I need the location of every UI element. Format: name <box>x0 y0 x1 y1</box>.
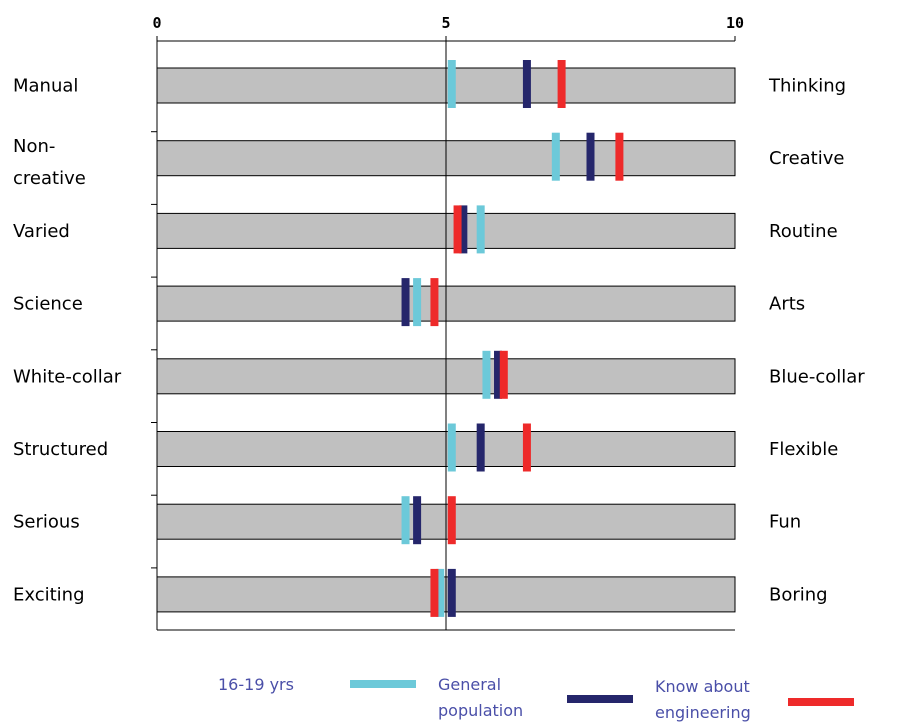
x-tick-label-1: 5 <box>441 14 450 32</box>
row-label-right-4: Blue-collar <box>769 366 865 387</box>
row-label-right-7: Boring <box>769 584 828 605</box>
marker-s2-r0 <box>557 60 566 108</box>
marker-s1-r4 <box>494 350 503 399</box>
marker-s0-r6 <box>401 496 410 545</box>
row-label-left-1: Non-creative <box>13 136 86 189</box>
x-tick-label-2: 10 <box>726 14 744 32</box>
marker-s1-r6 <box>413 496 422 545</box>
legend-swatch-0 <box>350 680 416 688</box>
marker-s2-r2 <box>453 205 462 254</box>
marker-s0-r0 <box>447 60 456 108</box>
marker-s1-r5 <box>476 423 485 472</box>
row-label-left-5: Structured <box>13 439 108 460</box>
row-label-left-7: Exciting <box>13 584 85 605</box>
legend: 16-19 yrs General population Know about engi… <box>218 675 854 722</box>
marker-s2-r3 <box>430 278 439 327</box>
row-label-right-1: Creative <box>769 148 844 169</box>
axis-layer: 0 5 10 <box>151 14 744 631</box>
legend-label-2: Know about engineering <box>655 677 751 722</box>
marker-s2-r5 <box>522 423 531 472</box>
marker-s0-r2 <box>476 205 485 254</box>
row-label-right-2: Routine <box>769 221 838 242</box>
marker-s1-r0 <box>522 60 531 108</box>
marker-s2-r7 <box>430 568 439 617</box>
row-label-right-0: Thinking <box>768 76 846 97</box>
legend-label-1: General population <box>438 675 523 720</box>
legend-label-0: 16-19 yrs <box>218 675 294 694</box>
marker-s1-r7 <box>447 568 456 617</box>
marker-s1-r3 <box>401 278 410 327</box>
x-tick-label-0: 0 <box>152 14 161 32</box>
row-label-left-3: Science <box>13 294 83 315</box>
row-label-left-6: Serious <box>13 512 80 533</box>
row-label-right-6: Fun <box>769 512 801 533</box>
marker-s0-r7 <box>436 568 445 617</box>
marker-layer <box>401 60 624 617</box>
marker-s2-r1 <box>615 132 624 181</box>
row-label-left-4: White-collar <box>13 366 122 387</box>
row-label-left-2: Varied <box>13 221 70 242</box>
label-layer: Manual Thinking Non-creative Creative Varied… <box>13 76 865 606</box>
marker-s0-r3 <box>413 278 422 327</box>
marker-s0-r4 <box>482 350 491 399</box>
row-label-right-3: Arts <box>769 294 805 315</box>
marker-s2-r6 <box>447 496 456 545</box>
marker-s0-r1 <box>551 132 560 181</box>
legend-swatch-1 <box>567 695 633 703</box>
row-label-left-0: Manual <box>13 76 78 97</box>
row-label-right-5: Flexible <box>769 439 838 460</box>
legend-swatch-2 <box>788 698 854 706</box>
marker-s1-r2 <box>459 205 468 254</box>
marker-s0-r5 <box>447 423 456 472</box>
marker-s2-r4 <box>499 350 508 399</box>
marker-s1-r1 <box>586 132 595 181</box>
